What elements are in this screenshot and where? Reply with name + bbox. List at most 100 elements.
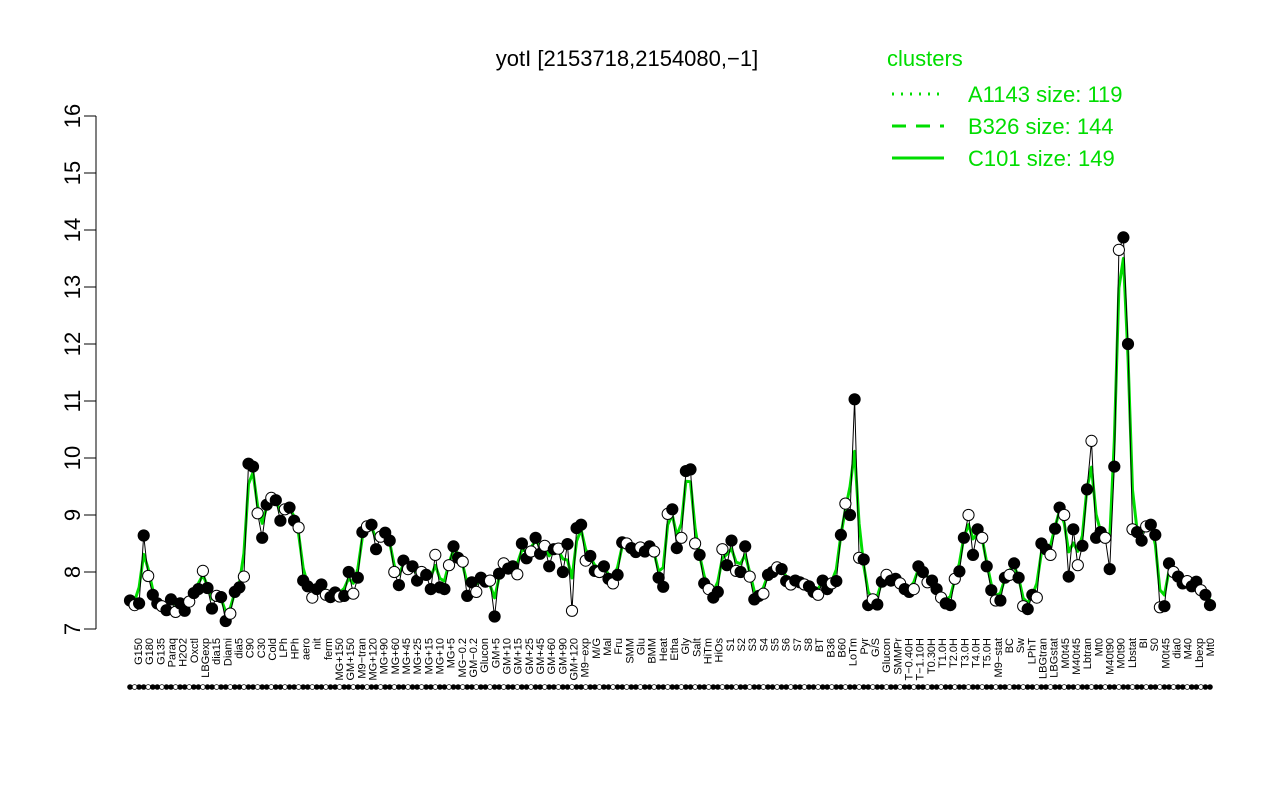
rug-mark	[961, 684, 967, 690]
x-tick-label: M/G	[591, 638, 603, 659]
rug-mark	[163, 684, 170, 690]
rug-mark	[669, 684, 676, 690]
x-tick-label: G135	[155, 638, 167, 665]
data-point	[953, 565, 966, 578]
data-point	[1030, 591, 1043, 604]
data-point	[1071, 559, 1084, 572]
rug-mark	[1134, 684, 1140, 690]
rug-mark	[286, 684, 293, 690]
rug-mark	[500, 684, 507, 690]
data-point	[246, 460, 260, 473]
x-tick-label: M40t90	[1105, 638, 1117, 675]
data-point	[483, 574, 497, 587]
rug-mark	[646, 684, 653, 690]
data-point	[1112, 243, 1126, 256]
rug-mark	[236, 684, 243, 690]
rug-mark	[756, 684, 762, 690]
rug-mark	[318, 684, 325, 690]
rug-mark	[345, 684, 352, 690]
x-tick-label: Glucon	[479, 638, 491, 673]
rug-mark	[842, 684, 849, 690]
rug-mark	[172, 684, 179, 690]
data-point	[675, 531, 688, 544]
rug-mark	[437, 684, 443, 690]
data-point	[406, 560, 419, 573]
rug-mark	[177, 684, 183, 690]
rug-mark	[127, 684, 133, 690]
rug-mark	[250, 684, 256, 690]
rug-mark	[1070, 684, 1077, 690]
rug-mark	[833, 684, 840, 690]
data-point	[447, 540, 460, 553]
data-point	[684, 463, 697, 476]
data-point	[365, 518, 378, 531]
data-point	[561, 538, 574, 551]
rug-mark	[797, 684, 803, 690]
rug-mark	[956, 684, 963, 690]
x-tick-label: Cold	[267, 638, 279, 661]
y-tick-label: 8	[60, 566, 85, 578]
rug-mark	[204, 684, 211, 690]
rug-mark	[368, 684, 375, 690]
x-tick-label: MG+25	[412, 638, 424, 674]
rug-mark	[464, 684, 471, 690]
x-tick-label: S6	[781, 638, 793, 651]
data-point	[711, 585, 724, 599]
data-point	[1080, 483, 1094, 496]
data-point	[556, 565, 570, 579]
rug-mark	[974, 684, 981, 690]
data-point	[670, 542, 683, 555]
x-tick-label: LoTm	[848, 638, 860, 666]
rug-mark	[382, 684, 389, 690]
data-point	[1108, 460, 1121, 473]
data-point	[1049, 522, 1062, 535]
rug-mark	[213, 684, 220, 690]
rug-mark	[783, 684, 789, 690]
rug-mark	[304, 684, 311, 690]
x-rug-marks	[127, 684, 1213, 690]
x-tick-label: Fru	[613, 638, 625, 655]
data-point	[1144, 518, 1157, 531]
rug-mark	[714, 684, 721, 690]
rug-mark	[313, 684, 320, 690]
data-point	[283, 501, 296, 514]
rug-mark	[145, 684, 152, 690]
rug-mark	[391, 684, 398, 690]
x-tick-label: Mt0	[1205, 638, 1217, 656]
rug-mark	[1129, 684, 1136, 690]
data-point	[834, 528, 848, 542]
data-point	[848, 393, 861, 406]
data-point	[383, 534, 396, 547]
x-tick-label: T−1.10H	[915, 638, 927, 681]
data-point	[1117, 231, 1130, 244]
x-tick-label: GM+45	[535, 638, 547, 674]
data-point	[196, 564, 209, 578]
data-point	[957, 531, 971, 544]
data-point	[757, 587, 770, 600]
rug-mark	[432, 684, 439, 690]
rug-mark	[582, 684, 589, 690]
data-point	[1203, 599, 1217, 612]
rug-mark	[619, 684, 625, 690]
x-tick-label: MG+10	[435, 638, 447, 674]
rug-mark	[942, 684, 949, 690]
data-point	[1085, 434, 1098, 447]
data-point	[1103, 563, 1116, 576]
rug-mark	[924, 684, 931, 690]
rug-mark	[1006, 684, 1013, 690]
rug-mark	[710, 684, 717, 690]
data-point	[133, 597, 146, 610]
legend: clusters A1143 size: 119 B326 size: 144 C1…	[887, 46, 1123, 171]
rug-mark	[879, 684, 885, 690]
x-tick-label: B36	[825, 638, 837, 658]
data-point	[1158, 600, 1171, 613]
data-point	[342, 565, 355, 579]
x-tick-label: HiOs	[714, 638, 726, 663]
rug-mark	[628, 684, 635, 690]
x-tick-label: MG−0.2	[457, 638, 469, 677]
x-tick-label: T−0.40H	[904, 638, 916, 681]
data-point	[775, 563, 788, 576]
rug-mark	[396, 684, 402, 690]
x-tick-label: GM+90	[557, 638, 569, 674]
rug-mark	[614, 684, 621, 690]
